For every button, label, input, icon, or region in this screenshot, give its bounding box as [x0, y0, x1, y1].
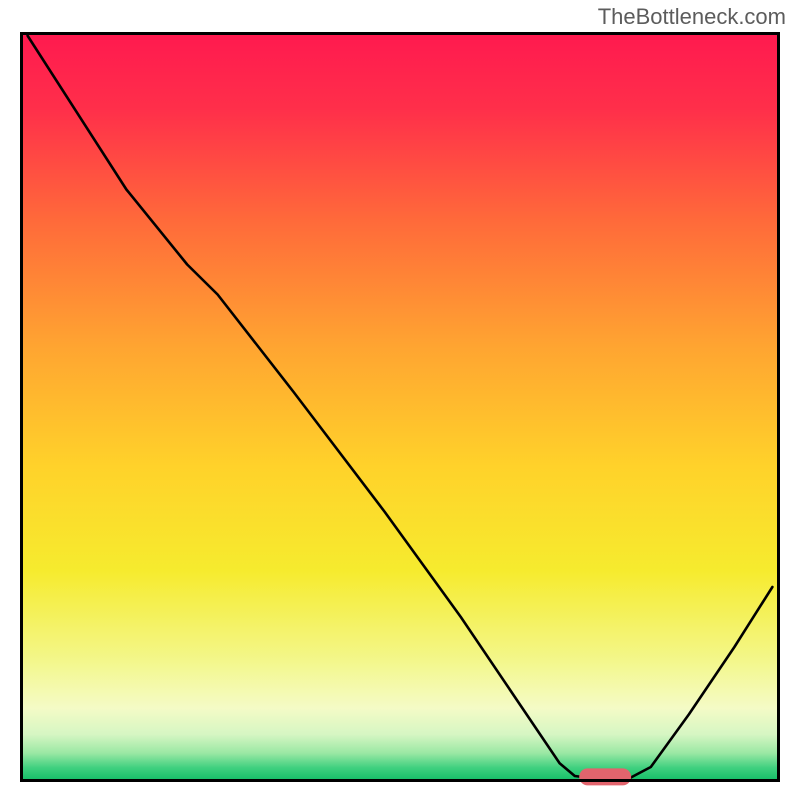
chart-curve — [20, 32, 780, 782]
optimum-marker — [579, 768, 631, 785]
bottleneck-chart — [20, 32, 780, 782]
watermark-text: TheBottleneck.com — [598, 4, 786, 30]
curve-path — [28, 36, 773, 779]
